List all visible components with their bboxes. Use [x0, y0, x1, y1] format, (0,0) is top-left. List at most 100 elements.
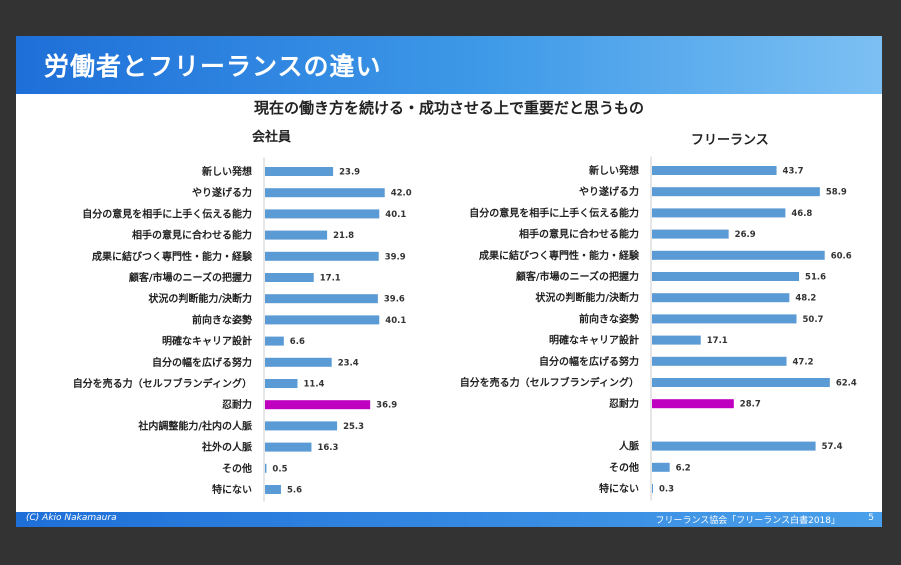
data-label: 21.8 — [333, 231, 354, 241]
bar — [265, 357, 332, 367]
data-label: 42.0 — [391, 189, 412, 199]
right-chart-title: フリーランス — [691, 133, 769, 148]
category-label: 新しい発想 — [202, 165, 252, 178]
category-label: 前向きな姿勢 — [579, 312, 639, 325]
bar — [652, 208, 786, 218]
category-label: 自分の意見を相手に上手く伝える能力 — [82, 207, 252, 220]
category-label: 成果に結びつく専門性・能力・経験 — [92, 250, 253, 263]
bar — [652, 356, 787, 366]
bar — [652, 335, 701, 345]
category-label: 自分を売る力（セルフブランディング） — [73, 377, 252, 390]
left-chart-title: 会社員 — [252, 130, 292, 145]
highlight-bar — [265, 400, 371, 410]
data-label: 25.3 — [343, 422, 364, 432]
category-label: 前向きな姿勢 — [192, 313, 252, 326]
category-label: その他 — [222, 462, 252, 475]
category-label: 状況の判断能力/決断力 — [148, 292, 252, 305]
category-label: その他 — [609, 461, 639, 474]
bar — [265, 251, 379, 261]
category-label: 自分を売る力（セルフブランディング） — [460, 376, 639, 389]
data-label: 0.5 — [272, 464, 287, 474]
data-label: 36.9 — [376, 401, 397, 411]
data-label: 40.1 — [385, 210, 406, 220]
bar — [652, 314, 797, 324]
category-label: 人脈 — [619, 440, 639, 453]
category-label: 自分の意見を相手に上手く伝える能力 — [469, 206, 639, 219]
data-label: 46.8 — [791, 209, 812, 219]
slide-footer: (C) Akio Nakamaura フリーランス協会「フリーランス白書2018… — [16, 512, 882, 527]
category-label: 自分の幅を広げる努力 — [539, 355, 639, 368]
data-label: 51.6 — [805, 273, 826, 283]
category-label: 特にない — [599, 482, 639, 495]
bar — [652, 166, 777, 175]
data-label: 23.4 — [338, 358, 359, 368]
bar — [265, 188, 385, 198]
data-label: 40.1 — [385, 316, 406, 326]
category-label: 相手の意見に合わせる能力 — [519, 228, 639, 241]
left-bar-chart: 新しい発想 23.9 やり遂げる力 42.0 自分の意見を相手に上手く伝える能力 40.1… — [73, 157, 412, 502]
bar — [652, 462, 670, 472]
right-bar-chart: 新しい発想 43.7 やり遂げる力 58.9 自分の意見を相手に上手く伝える能力 46.8… — [460, 156, 857, 501]
bar — [265, 230, 328, 240]
data-label: 17.1 — [320, 274, 341, 284]
category-label: 明確なキャリア設計 — [549, 334, 639, 347]
category-label: 状況の判断能力/決断力 — [535, 291, 639, 304]
data-label: 17.1 — [707, 336, 728, 346]
data-label: 50.7 — [802, 315, 823, 325]
category-label: 忍耐力 — [222, 398, 252, 411]
bar — [265, 336, 284, 346]
highlight-bar — [652, 399, 734, 409]
data-label: 60.6 — [831, 251, 852, 261]
data-label: 48.2 — [795, 294, 816, 304]
bar — [265, 209, 380, 219]
category-label: 成果に結びつく専門性・能力・経験 — [479, 249, 640, 262]
data-label: 57.4 — [822, 442, 843, 452]
category-label: 相手の意見に合わせる能力 — [132, 229, 252, 242]
slide-title: 労働者とフリーランスの違い — [44, 52, 382, 81]
bar — [265, 167, 334, 176]
data-label: 11.4 — [303, 380, 324, 390]
category-label: 顧客/市場のニーズの把握力 — [516, 270, 639, 283]
bar — [652, 293, 790, 303]
bar — [652, 272, 800, 281]
bar — [652, 441, 816, 451]
data-label: 0.3 — [659, 485, 674, 495]
category-label: 社内調整能力/社内の人脈 — [137, 419, 252, 432]
bar — [652, 229, 729, 239]
bar — [265, 485, 281, 494]
bar — [265, 273, 314, 282]
category-label: 忍耐力 — [609, 397, 639, 410]
category-label: 社外の人脈 — [201, 441, 252, 454]
data-label: 23.9 — [339, 168, 360, 178]
data-label: 6.6 — [290, 337, 305, 347]
data-label: 39.6 — [384, 295, 405, 305]
category-label: 顧客/市場のニーズの把握力 — [129, 271, 252, 284]
data-label: 6.2 — [676, 463, 691, 473]
category-label: 特にない — [212, 483, 252, 496]
copyright-text: (C) Akio Nakamaura — [26, 513, 117, 523]
bar — [652, 484, 653, 493]
page-number: 5 — [868, 513, 874, 523]
data-label: 28.7 — [740, 400, 761, 410]
bar-charts: 新しい発想 23.9 やり遂げる力 42.0 自分の意見を相手に上手く伝える能力 40.1… — [73, 156, 857, 502]
category-label: やり遂げる力 — [192, 186, 252, 199]
data-label: 5.6 — [287, 486, 302, 496]
source-text: フリーランス協会「フリーランス白書2018」 — [655, 516, 840, 526]
bar — [265, 315, 380, 325]
bar — [265, 294, 378, 304]
data-label: 62.4 — [836, 379, 857, 389]
category-label: 自分の幅を広げる努力 — [152, 356, 252, 369]
bar — [652, 250, 825, 260]
bar — [265, 379, 298, 388]
data-label: 39.9 — [385, 252, 406, 262]
category-label: 明確なキャリア設計 — [162, 335, 252, 348]
bar — [265, 463, 267, 473]
slide-header: 労働者とフリーランスの違い — [16, 36, 882, 94]
bar — [652, 187, 820, 197]
bar — [652, 378, 830, 387]
data-label: 47.2 — [793, 357, 814, 367]
bar — [265, 442, 312, 452]
data-label: 16.3 — [317, 443, 338, 453]
slide: 労働者とフリーランスの違い 現在の働き方を続ける・成功させる上で重要だと思うもの… — [16, 36, 882, 527]
category-label: 新しい発想 — [589, 164, 639, 177]
